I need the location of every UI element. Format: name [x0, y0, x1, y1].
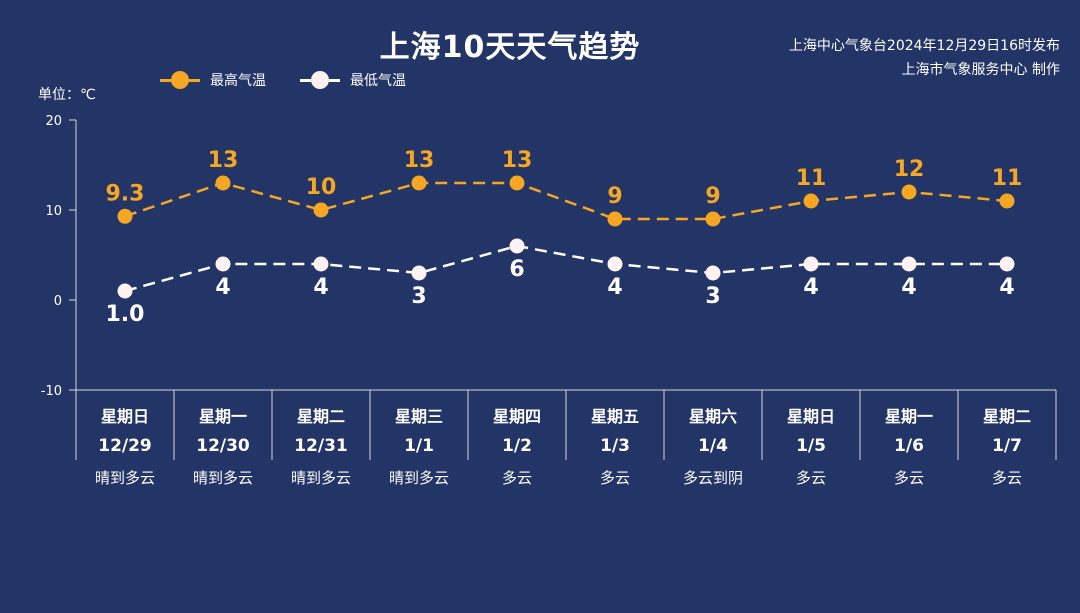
x-label-date: 12/31: [294, 436, 348, 456]
x-label-date: 12/30: [196, 436, 250, 456]
x-label-day: 星期一: [885, 407, 933, 426]
chart-title: 上海10天天气趋势: [379, 30, 641, 65]
data-point-low: [999, 256, 1015, 272]
data-label-high: 11: [796, 166, 827, 191]
legend-high-marker: [160, 70, 200, 90]
data-label-low: 3: [411, 284, 426, 309]
y-tick-label: -10: [41, 384, 62, 399]
x-label-date: 1/2: [502, 436, 532, 456]
x-label-weather: 多云: [502, 469, 532, 487]
x-label-date: 12/29: [98, 436, 152, 456]
legend: 最高气温 最低气温: [160, 70, 406, 90]
data-point-low: [215, 256, 231, 272]
legend-low-marker: [300, 70, 340, 90]
data-point-high: [411, 175, 427, 191]
data-label-high: 12: [894, 157, 925, 182]
x-label-date: 1/5: [796, 436, 826, 456]
data-label-high: 9: [705, 184, 720, 209]
data-point-high: [999, 193, 1015, 209]
x-label-day: 星期日: [787, 407, 835, 426]
data-point-low: [411, 265, 427, 281]
y-tick-label: 20: [45, 114, 62, 129]
x-label-day: 星期一: [199, 407, 247, 426]
issuer-line-1: 上海中心气象台2024年12月29日16时发布: [788, 38, 1060, 54]
data-point-low: [901, 256, 917, 272]
data-label-low: 1.0: [106, 302, 145, 327]
data-point-low: [509, 238, 525, 254]
data-label-high: 13: [208, 148, 239, 173]
legend-low-label: 最低气温: [350, 73, 406, 89]
data-label-high: 9.3: [106, 181, 145, 206]
data-label-low: 3: [705, 284, 720, 309]
x-label-date: 1/7: [992, 436, 1022, 456]
data-point-high: [215, 175, 231, 191]
x-label-day: 星期四: [493, 407, 541, 426]
data-label-low: 4: [215, 275, 230, 300]
x-label-weather: 晴到多云: [95, 469, 155, 487]
data-label-low: 4: [803, 275, 818, 300]
data-label-low: 4: [999, 275, 1014, 300]
data-point-high: [803, 193, 819, 209]
y-tick-label: 10: [45, 204, 62, 219]
data-point-low: [803, 256, 819, 272]
data-point-low: [705, 265, 721, 281]
data-point-low: [313, 256, 329, 272]
x-label-weather: 多云: [992, 469, 1022, 487]
x-label-date: 1/4: [698, 436, 728, 456]
data-point-high: [117, 208, 133, 224]
x-label-weather: 多云: [894, 469, 924, 487]
x-label-weather: 多云到阴: [683, 469, 743, 487]
series-line-low: [124, 244, 1007, 293]
x-label-day: 星期六: [689, 407, 737, 426]
issuer-line-2: 上海市气象服务中心 制作: [901, 62, 1060, 78]
data-point-high: [313, 202, 329, 218]
data-point-low: [607, 256, 623, 272]
y-tick-label: 0: [54, 294, 62, 309]
data-label-low: 4: [607, 275, 622, 300]
data-point-high: [509, 175, 525, 191]
x-label-day: 星期二: [983, 407, 1031, 426]
x-label-date: 1/6: [894, 436, 924, 456]
data-label-high: 13: [404, 148, 435, 173]
x-label-weather: 晴到多云: [389, 469, 449, 487]
data-label-high: 11: [992, 166, 1023, 191]
x-label-day: 星期二: [297, 407, 345, 426]
x-label-date: 1/3: [600, 436, 630, 456]
data-point-high: [901, 184, 917, 200]
x-label-day: 星期三: [395, 407, 443, 426]
data-point-high: [705, 211, 721, 227]
x-label-day: 星期五: [591, 407, 639, 426]
data-label-high: 13: [502, 148, 533, 173]
data-label-high: 9: [607, 184, 622, 209]
data-point-low: [117, 283, 133, 299]
data-label-low: 6: [509, 257, 524, 282]
x-label-date: 1/1: [404, 436, 434, 456]
x-label-weather: 晴到多云: [193, 469, 253, 487]
series-line-high: [124, 181, 1008, 221]
x-label-weather: 多云: [600, 469, 630, 487]
unit-label: 单位：℃: [38, 87, 96, 103]
data-label-low: 4: [901, 275, 916, 300]
issuer-info: 上海中心气象台2024年12月29日16时发布 上海市气象服务中心 制作: [789, 34, 1060, 82]
data-label-low: 4: [313, 275, 328, 300]
x-label-day: 星期日: [101, 407, 149, 426]
x-label-weather: 多云: [796, 469, 826, 487]
data-point-high: [607, 211, 623, 227]
data-label-high: 10: [306, 175, 337, 200]
legend-item-low[interactable]: 最低气温: [300, 70, 406, 90]
legend-high-label: 最高气温: [210, 73, 266, 89]
x-label-weather: 晴到多云: [291, 469, 351, 487]
legend-item-high[interactable]: 最高气温: [160, 70, 266, 90]
